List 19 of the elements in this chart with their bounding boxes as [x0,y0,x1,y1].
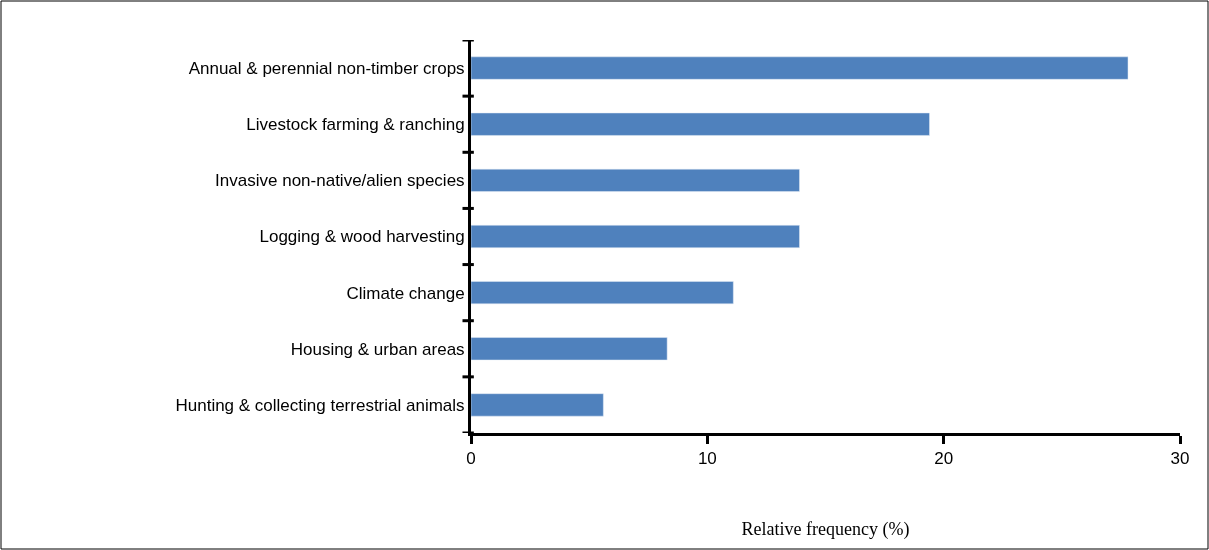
bar [471,225,800,248]
y-tick-label: Livestock farming & ranching [246,115,465,135]
y-tick-label: Logging & wood harvesting [259,227,465,247]
x-tick-label: 20 [934,449,954,469]
y-tick-label: Climate change [346,283,465,303]
bar [471,112,930,136]
y-tick-label: Annual & perennial non-timber crops [188,59,465,79]
x-tick-label: 10 [697,449,717,469]
bar [471,337,668,361]
bar [471,168,800,192]
bar [471,281,734,305]
y-tick-label: Hunting & collecting terrestrial animals [175,395,465,415]
x-tick-label: 30 [1170,449,1190,469]
bar [471,393,604,417]
x-axis-title: Relative frequency (%) [741,518,910,540]
y-tick-label: Invasive non-native/alien species [215,171,465,191]
x-tick-label: 0 [466,449,476,469]
y-tick-label: Housing & urban areas [290,339,465,359]
bar [471,56,1129,80]
